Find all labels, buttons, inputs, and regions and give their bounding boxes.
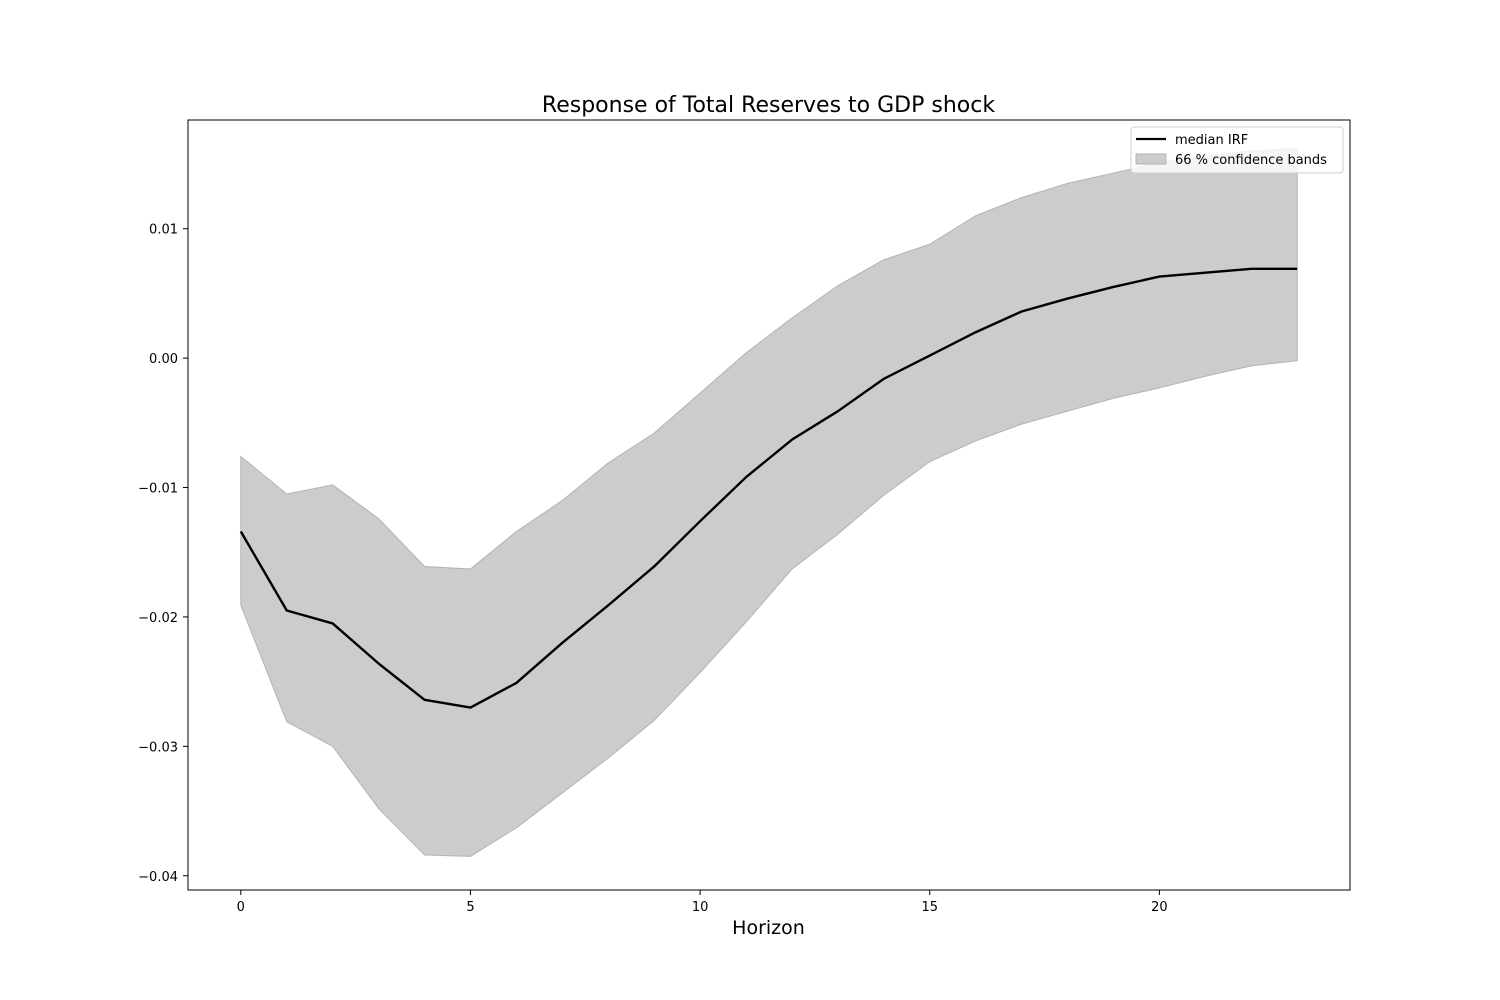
x-axis-label: Horizon [732, 917, 805, 939]
legend-entry-median: median IRF [1175, 133, 1248, 148]
axes-frame [187, 119, 1351, 891]
y-tick-label: −0.04 [138, 870, 178, 885]
chart-title: Response of Total Reserves to GDP shock [542, 93, 995, 118]
y-axis: −0.04 −0.03 −0.02 −0.01 0.00 0.01 [138, 223, 188, 885]
legend-band-swatch [1135, 153, 1167, 165]
x-tick-label: 15 [921, 900, 938, 915]
x-axis: 0 5 10 15 20 [237, 890, 1168, 915]
x-tick-label: 10 [692, 900, 709, 915]
plot-area [239, 147, 1298, 857]
legend-entry-band: 66 % confidence bands [1175, 153, 1327, 168]
legend: median IRF 66 % confidence bands [1130, 126, 1344, 174]
y-tick-label: 0.01 [149, 223, 178, 238]
x-tick-label: 20 [1151, 900, 1168, 915]
y-tick-label: 0.00 [149, 352, 178, 367]
x-tick-label: 5 [466, 900, 474, 915]
median-irf-line [239, 267, 1298, 709]
y-tick-label: −0.01 [138, 482, 178, 497]
confidence-band [240, 147, 1298, 857]
x-tick-label: 0 [237, 900, 245, 915]
y-tick-label: −0.02 [138, 611, 178, 626]
legend-frame [1130, 126, 1344, 174]
y-tick-label: −0.03 [138, 740, 178, 755]
